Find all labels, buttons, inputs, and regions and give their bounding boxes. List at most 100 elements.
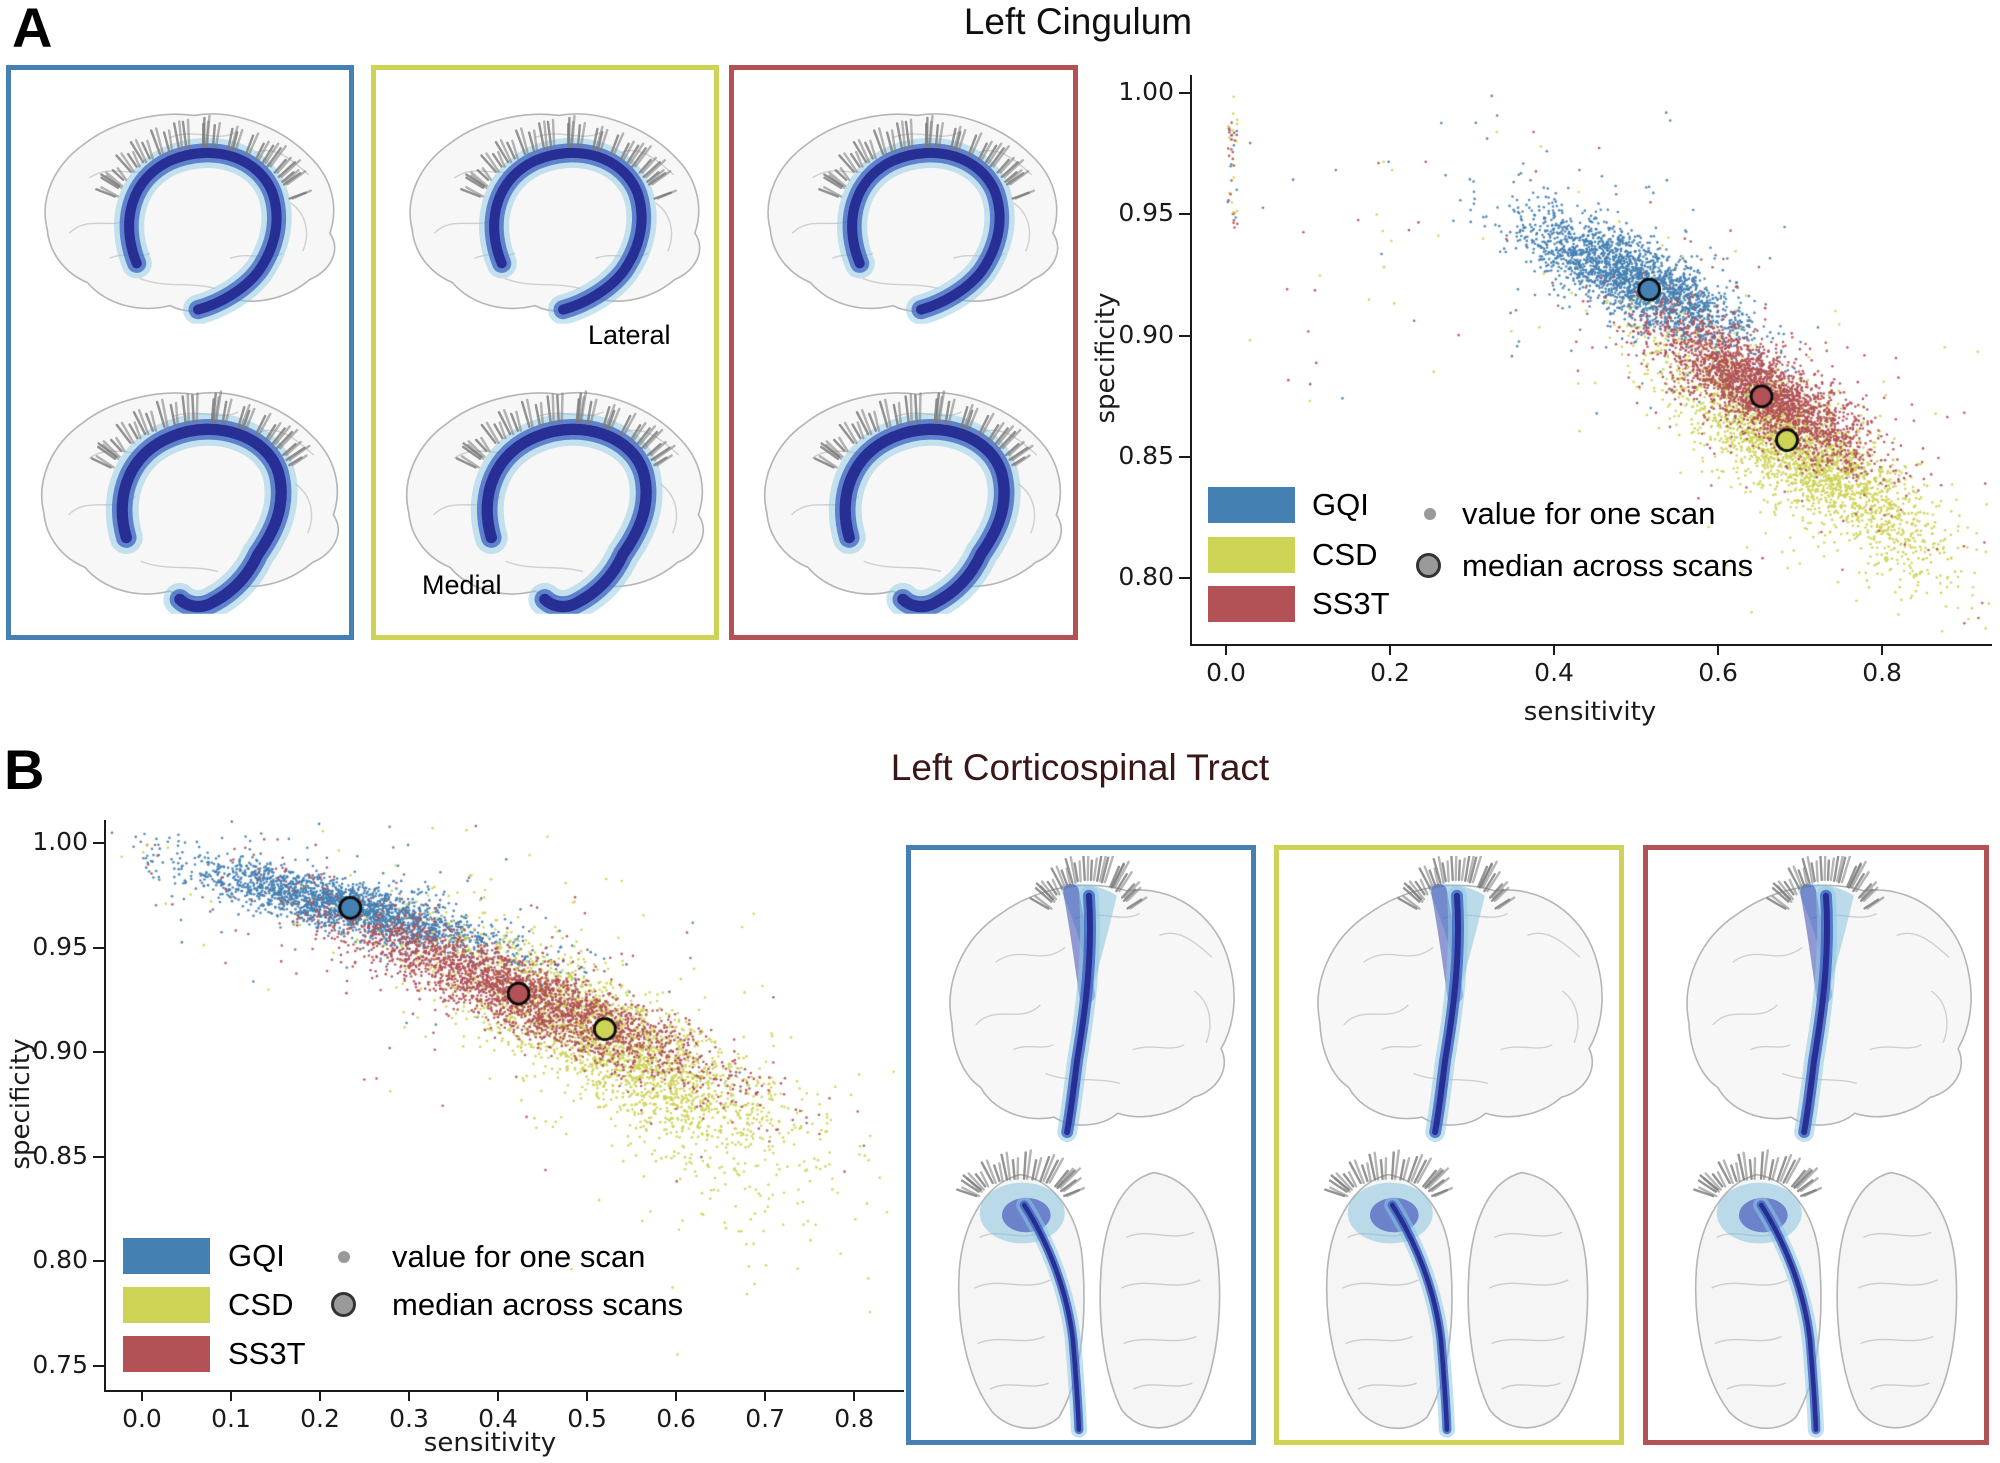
- panel-a-label: A: [12, 0, 53, 59]
- legend-swatch-gqi: [123, 1238, 210, 1274]
- y-tick-label: 0.80: [1118, 562, 1174, 592]
- x-axis-label-a: sensitivity: [1523, 697, 1657, 727]
- method-box-ss3t-a: [729, 65, 1078, 640]
- x-tick-label: 0.2: [300, 1404, 340, 1433]
- brain-cingulum-lateral: [19, 78, 351, 328]
- y-tick-mark: [93, 1364, 104, 1367]
- legend-label-gqi: GQI: [228, 1238, 285, 1273]
- brain-cst-axial: [1287, 1146, 1621, 1440]
- x-tick-label: 0.6: [1698, 658, 1738, 687]
- x-tick-label: 0.7: [745, 1404, 785, 1433]
- y-tick-label: 0.80: [32, 1245, 88, 1275]
- median-marker-icon: [1416, 553, 1441, 578]
- view-label-lateral: Lateral: [588, 320, 671, 350]
- x-tick-label: 0.3: [389, 1404, 429, 1433]
- y-tick-mark: [93, 1260, 104, 1263]
- y-tick-label: 1.00: [1118, 76, 1174, 106]
- y-tick-mark: [93, 1155, 104, 1158]
- x-tick-label: 0.4: [1534, 658, 1574, 687]
- x-tick-mark: [1881, 644, 1884, 655]
- y-tick-mark: [1179, 213, 1190, 216]
- x-tick-mark: [319, 1390, 321, 1401]
- y-tick-mark: [1179, 91, 1190, 94]
- x-tick-label: 0.6: [656, 1404, 696, 1433]
- y-tick-label: 0.85: [1118, 441, 1174, 471]
- x-tick-label: 0.4: [478, 1404, 518, 1433]
- x-axis-label-b: sensitivity: [423, 1428, 557, 1458]
- y-tick-label: 0.95: [1118, 198, 1174, 228]
- legend-label-ss3t: SS3T: [228, 1336, 306, 1371]
- x-tick-mark: [408, 1390, 411, 1401]
- brain-cst-sagittal: [1656, 856, 1990, 1144]
- scatter-plot-a: 0.0 0.2 0.4 0.6 0.8 1.00 0.95 0.90 0.85 0.80: [1118, 75, 1992, 687]
- panel-a-title: Left Cingulum: [963, 1, 1193, 42]
- brain-cst-sagittal: [919, 856, 1253, 1144]
- panel-b-label: B: [4, 738, 45, 801]
- legend-label-median: median across scans: [392, 1287, 684, 1322]
- method-box-csd-a: Lateral Medial: [371, 65, 719, 640]
- x-tick-label: 0.0: [1206, 658, 1246, 687]
- y-tick-label: 0.90: [32, 1036, 88, 1066]
- x-tick-mark: [140, 1390, 143, 1401]
- scatter-plot-b: 0.0 0.1 0.2 0.3 0.4 0.5 0.6 0.7 0.8 1.00 0.95 0.90 0…: [32, 820, 904, 1433]
- brain-cst-axial: [1656, 1146, 1990, 1440]
- median-marker-icon: [331, 1292, 356, 1317]
- y-tick-mark: [1179, 456, 1190, 459]
- x-tick-mark: [1553, 644, 1556, 655]
- x-tick-label: 0.5: [567, 1404, 607, 1433]
- x-tick-mark: [1389, 644, 1392, 655]
- legend-label-csd: CSD: [1312, 537, 1378, 572]
- legend-label-median: median across scans: [1462, 548, 1754, 583]
- legend-label-gqi: GQI: [1312, 487, 1369, 522]
- x-tick-label: 0.8: [1862, 658, 1902, 687]
- y-tick-mark: [93, 946, 104, 949]
- y-tick-label: 0.75: [32, 1349, 88, 1379]
- legend-swatch-gqi: [1208, 487, 1295, 523]
- x-tick-label: 0.0: [122, 1404, 162, 1433]
- brain-cingulum-medial: [738, 335, 1078, 635]
- x-tick-mark: [764, 1390, 767, 1401]
- y-axis-label-b: specificity: [6, 1038, 36, 1170]
- panel-b-title: Left Corticospinal Tract: [890, 747, 1270, 788]
- x-tick-mark: [497, 1390, 500, 1401]
- scatter-canvas-a: [1192, 75, 1992, 644]
- brain-cst-sagittal: [1287, 856, 1621, 1144]
- legend-swatch-ss3t: [1208, 586, 1295, 622]
- y-tick-mark: [1179, 577, 1190, 580]
- scatter-canvas-b: [106, 820, 904, 1390]
- y-tick-mark: [93, 842, 104, 844]
- single-scan-marker-icon: [338, 1251, 350, 1263]
- x-tick-label: 0.2: [1370, 658, 1410, 687]
- x-tick-mark: [229, 1390, 232, 1401]
- legend-swatch-ss3t: [123, 1336, 210, 1372]
- single-scan-marker-icon: [1424, 508, 1436, 520]
- y-axis-label-a: specificity: [1091, 292, 1121, 424]
- y-tick-label: 0.95: [32, 931, 88, 961]
- y-tick-label: 1.00: [32, 827, 88, 856]
- y-tick-mark: [93, 1051, 104, 1054]
- legend-swatch-csd: [1208, 537, 1295, 573]
- x-tick-label: 0.1: [211, 1404, 251, 1433]
- legend-label-single-scan: value for one scan: [1462, 496, 1716, 531]
- brain-cingulum-lateral: [384, 78, 716, 328]
- legend-swatch-csd: [123, 1287, 210, 1323]
- view-label-medial: Medial: [422, 570, 502, 600]
- x-tick-mark: [853, 1390, 856, 1401]
- method-box-gqi-a: [6, 65, 354, 640]
- brain-cingulum-medial: [15, 335, 355, 635]
- x-tick-label: 0.8: [834, 1404, 875, 1433]
- brain-cst-axial: [919, 1146, 1253, 1440]
- legend-label-single-scan: value for one scan: [392, 1239, 646, 1274]
- legend-label-csd: CSD: [228, 1287, 294, 1322]
- y-tick-mark: [1179, 334, 1190, 337]
- method-box-ss3t-b: [1643, 845, 1989, 1445]
- y-tick-label: 0.90: [1118, 319, 1174, 349]
- method-box-gqi-b: [906, 845, 1256, 1445]
- x-tick-mark: [1717, 644, 1720, 655]
- x-tick-mark: [675, 1390, 678, 1401]
- x-tick-mark: [1225, 644, 1228, 655]
- legend-label-ss3t: SS3T: [1312, 586, 1390, 621]
- brain-cingulum-lateral: [742, 78, 1074, 328]
- y-tick-label: 0.85: [32, 1140, 88, 1170]
